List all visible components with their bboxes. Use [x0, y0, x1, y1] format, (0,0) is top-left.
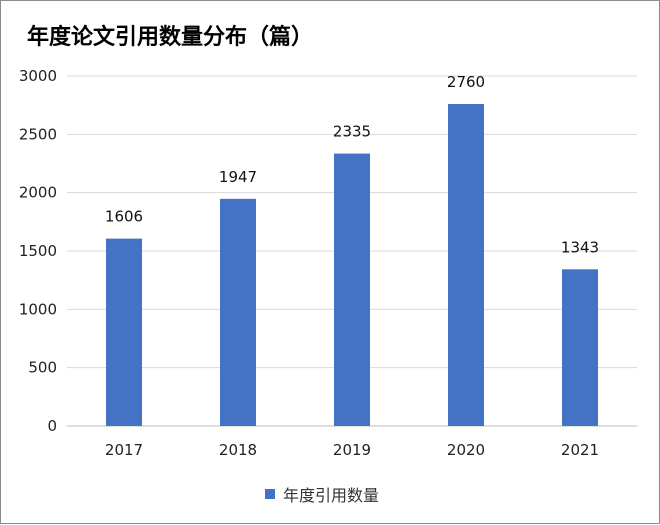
y-tick-label: 2500 — [19, 125, 57, 143]
x-tick-label: 2019 — [333, 441, 371, 459]
x-tick-label: 2021 — [561, 441, 599, 459]
y-tick-label: 0 — [47, 417, 57, 435]
bar — [220, 198, 256, 426]
bar — [106, 238, 142, 426]
bar — [334, 153, 370, 427]
data-label: 2760 — [447, 73, 485, 91]
legend-swatch — [265, 489, 275, 499]
y-tick-label: 2000 — [19, 184, 57, 202]
y-tick-label: 1500 — [19, 242, 57, 260]
data-label: 1343 — [561, 238, 599, 256]
x-tick-label: 2017 — [105, 441, 143, 459]
x-tick-label: 2020 — [447, 441, 485, 459]
data-label: 2335 — [333, 123, 371, 141]
bar — [448, 104, 484, 426]
data-label: 1606 — [105, 208, 143, 226]
bar — [562, 269, 598, 426]
y-tick-label: 1000 — [19, 300, 57, 318]
x-tick-label: 2018 — [219, 441, 257, 459]
y-tick-label: 500 — [28, 359, 57, 377]
data-label: 1947 — [219, 168, 257, 186]
chart-title: 年度论文引用数量分布（篇） — [27, 25, 314, 50]
legend-label: 年度引用数量 — [283, 486, 380, 505]
y-tick-label: 3000 — [19, 67, 57, 85]
legend: 年度引用数量 — [265, 482, 379, 506]
